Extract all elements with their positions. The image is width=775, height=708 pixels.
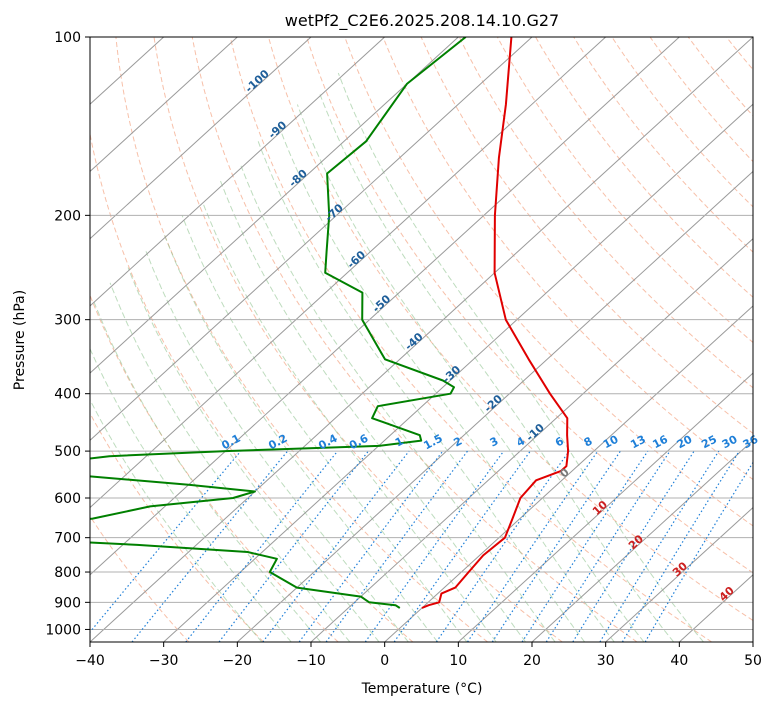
isotherm-line xyxy=(531,439,753,642)
dry-adiabat-line xyxy=(611,37,753,208)
mixing-ratio-label: 25 xyxy=(699,433,719,452)
dry-adiabat-line xyxy=(344,37,753,527)
moist-adiabat-line xyxy=(90,347,292,642)
moist-adiabat-line xyxy=(277,123,615,642)
isotherm-line xyxy=(90,37,607,509)
dry-adiabat-line xyxy=(90,131,414,642)
axis-ticks: −40 −30 −20 −10 0 10 20 30 40 50 100 200 300 400 500 60… xyxy=(45,30,762,669)
x-tick-label: −30 xyxy=(149,653,179,669)
temperature-profile-line xyxy=(421,37,570,609)
isotherm-line xyxy=(90,37,753,642)
mixing-ratio-label: 16 xyxy=(650,433,670,452)
x-tick-label: 10 xyxy=(449,653,467,669)
moist-adiabat-line xyxy=(240,165,556,642)
x-tick-label: 30 xyxy=(597,653,615,669)
dry-adiabat-line xyxy=(382,37,753,481)
isotherm-line xyxy=(236,170,753,642)
dry-adiabat-line xyxy=(90,515,190,642)
chart-title: wetPf2_C2E6.2025.208.14.10.G27 xyxy=(285,11,559,31)
moist-adiabat-line xyxy=(202,201,497,642)
y-axis-label: Pressure (hPa) xyxy=(12,290,28,390)
x-tick-label: 20 xyxy=(523,653,541,669)
mixing-ratio-line xyxy=(131,450,289,642)
x-tick-label: 40 xyxy=(670,653,688,669)
y-tick-label: 400 xyxy=(54,387,81,403)
mixing-ratio-label: 20 xyxy=(675,432,695,451)
isotherm-line xyxy=(605,506,753,642)
mixing-ratio-line xyxy=(572,450,695,642)
moist-adiabat-line xyxy=(163,233,438,642)
moist-adiabat-line xyxy=(181,215,468,642)
isotherm-line xyxy=(90,37,680,576)
mixing-ratio-label: 10 xyxy=(601,432,621,451)
mixing-ratio-line xyxy=(644,461,753,642)
x-tick-label: 50 xyxy=(744,653,762,669)
isotherm-line xyxy=(384,305,753,642)
moist-adiabat-line xyxy=(145,251,409,642)
moist-adiabat-line xyxy=(319,94,675,642)
mixing-ratio-line xyxy=(599,450,720,642)
dry-adiabat-line xyxy=(496,37,753,344)
profile-lines xyxy=(90,37,570,609)
isotherm-line xyxy=(90,37,459,374)
isotherm-line xyxy=(163,103,753,642)
dry-adiabat-line xyxy=(535,37,753,298)
mixing-ratio-line xyxy=(185,450,339,642)
y-tick-label: 800 xyxy=(54,565,81,581)
dry-adiabat-line xyxy=(191,37,638,642)
dewpoint-profile-line xyxy=(90,37,467,609)
x-axis-label: Temperature (°C) xyxy=(361,681,483,697)
dry-adiabat-line xyxy=(306,37,753,574)
mixing-ratio-line xyxy=(262,450,410,642)
mixing-ratio-line xyxy=(621,450,740,642)
mixing-ratio-label: 36 xyxy=(741,433,761,452)
isotherm-line xyxy=(310,237,753,642)
y-tick-label: 200 xyxy=(54,208,81,224)
dry-adiabat-line xyxy=(115,37,488,642)
isotherm-line xyxy=(90,37,386,307)
dry-adiabat-line xyxy=(458,37,753,389)
moist-adiabat-line xyxy=(220,180,526,642)
mixing-ratio-line xyxy=(393,450,531,642)
moist-adiabat-line xyxy=(127,267,380,642)
mixing-ratio-line xyxy=(364,450,505,642)
x-tick-label: −10 xyxy=(296,653,326,669)
isotherm-line xyxy=(90,37,238,173)
x-tick-label: −40 xyxy=(75,653,105,669)
dry-adiabat-line xyxy=(268,37,753,622)
moist-adiabat-line xyxy=(90,398,263,642)
mixing-ratio-line xyxy=(466,450,599,642)
isotherm-line xyxy=(90,37,533,442)
dry-adiabat-line xyxy=(649,37,753,163)
moist-adiabat-line xyxy=(337,72,704,642)
mixing-ratio-label: 30 xyxy=(720,433,740,452)
plot-frame xyxy=(89,36,754,643)
y-tick-label: 500 xyxy=(54,444,81,460)
isotherm-line xyxy=(90,37,312,240)
y-tick-label: 1000 xyxy=(45,622,81,638)
mixing-ratio-label: 13 xyxy=(628,433,648,452)
isotherm-line xyxy=(457,372,753,642)
dry-adiabat-line xyxy=(229,37,712,642)
x-tick-label: 0 xyxy=(380,653,389,669)
mixing-ratio-line xyxy=(545,450,671,642)
x-tick-label: −20 xyxy=(223,653,253,669)
y-tick-label: 100 xyxy=(54,30,81,46)
moist-adiabat-line xyxy=(109,282,351,642)
background-lines xyxy=(90,37,753,642)
dry-adiabat-line xyxy=(90,293,339,642)
y-tick-label: 600 xyxy=(54,491,81,507)
y-tick-label: 700 xyxy=(54,531,81,547)
y-tick-label: 300 xyxy=(54,313,81,329)
mixing-ratio-line xyxy=(90,450,242,633)
mixing-ratio-line xyxy=(218,450,369,642)
y-tick-label: 900 xyxy=(54,595,81,611)
